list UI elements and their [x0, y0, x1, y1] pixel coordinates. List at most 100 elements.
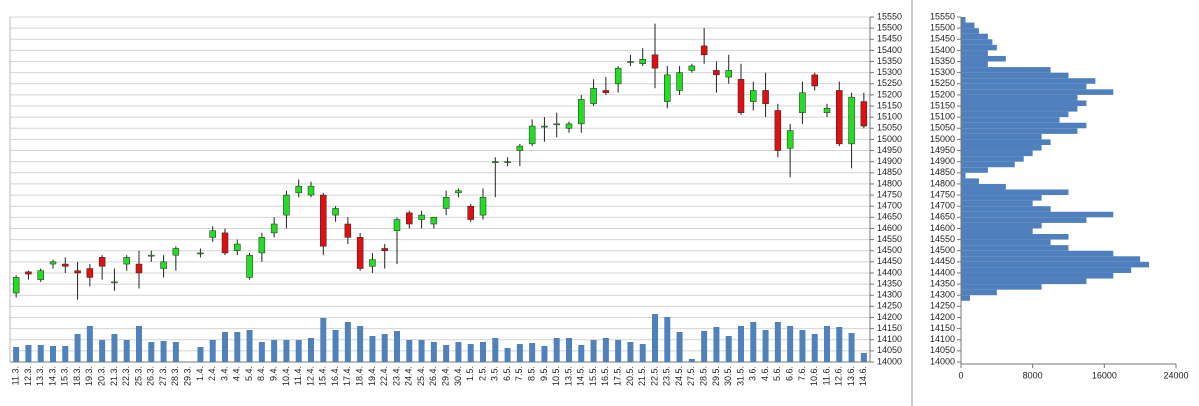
profile-bar: [961, 44, 997, 51]
x-tick-label: 15.3.: [60, 366, 70, 386]
y-tick-label: 15450: [877, 34, 902, 44]
x-tick-label: 11.3.: [11, 366, 21, 385]
candle-body: [369, 259, 376, 267]
y-tick-label: 15250: [930, 78, 955, 88]
volume-bar: [860, 353, 867, 362]
y-tick-label: 14000: [877, 356, 902, 366]
y-tick-label: 14800: [877, 178, 902, 188]
candle-body: [455, 190, 462, 194]
x-tick-label: 10.4.: [281, 366, 291, 386]
candle-body: [565, 123, 573, 129]
profile-bar: [961, 284, 1042, 290]
volume-bar: [553, 338, 560, 362]
profile-bar: [961, 295, 970, 301]
x-tick-label: 12.4.: [305, 366, 315, 386]
volume-bar: [369, 336, 376, 362]
y-tick-label: 14100: [877, 334, 902, 344]
y-tick-label: 14450: [930, 256, 955, 266]
y-tick-label: 14300: [930, 290, 955, 300]
y-tick-label: 14550: [930, 234, 955, 244]
y-tick-label: 14150: [877, 323, 902, 333]
volume-bar: [701, 331, 708, 362]
profile-bar: [961, 245, 1069, 251]
candle-body: [811, 74, 818, 87]
candle-body: [37, 270, 44, 280]
x-tick-label: 27.3.: [158, 366, 168, 386]
candle-body: [332, 208, 339, 216]
x-tick-label: 21.3.: [109, 366, 119, 386]
candle-body: [651, 54, 659, 69]
candle-body: [270, 223, 278, 234]
volume-bar: [406, 340, 413, 362]
volume-bar: [480, 342, 486, 362]
candle-body: [467, 205, 474, 220]
volume-bar: [209, 340, 216, 362]
volume-bar: [627, 342, 634, 362]
x-tick-label: 0: [958, 370, 963, 380]
x-tick-label: 24000: [1163, 370, 1188, 380]
profile-bar: [961, 133, 1042, 140]
volume-bar: [774, 322, 781, 362]
x-tick-label: 3.5.: [490, 366, 500, 381]
x-tick-label: 19.4.: [367, 366, 377, 386]
profile-bar: [961, 61, 988, 68]
volume-bar: [123, 340, 130, 362]
volume-bar: [62, 346, 69, 362]
profile-bar: [961, 28, 979, 34]
volume-bar: [824, 326, 830, 362]
y-tick-label: 14950: [877, 145, 902, 155]
x-tick-label: 21.5.: [637, 366, 647, 386]
candle-body: [418, 214, 425, 220]
candle-body: [860, 101, 868, 127]
y-tick-label: 15050: [877, 123, 902, 133]
y-tick-label: 15300: [930, 67, 955, 77]
candle-body: [823, 108, 831, 113]
x-tick-label: 3.6.: [748, 366, 758, 381]
x-tick-label: 11.4.: [293, 366, 303, 385]
y-tick-label: 14600: [877, 223, 902, 233]
volume-bar: [688, 359, 695, 362]
x-tick-label: 20.3.: [97, 366, 107, 386]
y-tick-label: 14600: [930, 223, 955, 233]
candle-body: [381, 248, 388, 251]
profile-bar: [961, 67, 1051, 73]
x-tick-label: 14.5.: [576, 366, 586, 386]
candle-body: [172, 248, 180, 256]
x-tick-label: 23.5.: [662, 366, 672, 386]
y-tick-label: 14950: [930, 145, 955, 155]
y-tick-label: 15500: [877, 23, 902, 33]
x-tick-label: 5.6.: [772, 366, 782, 381]
y-tick-label: 14500: [930, 245, 955, 255]
profile-bar: [961, 217, 1087, 223]
volume-bar: [811, 334, 818, 362]
volume-bar: [738, 326, 744, 362]
y-tick-label: 15350: [930, 56, 955, 66]
profile-bar: [961, 139, 1051, 145]
profile-bar: [961, 278, 1087, 285]
volume-bar: [381, 334, 388, 362]
y-tick-label: 14850: [930, 167, 955, 177]
y-tick-label: 15550: [930, 11, 955, 21]
candle-body: [541, 125, 548, 128]
volume-bar: [271, 340, 278, 362]
volume-bar: [430, 342, 437, 362]
x-tick-label: 23.4.: [391, 366, 401, 386]
y-tick-label: 15000: [930, 134, 955, 144]
candle-body: [344, 223, 352, 238]
candle-body: [786, 130, 794, 149]
x-tick-label: 28.5.: [699, 366, 709, 386]
volume-bar: [455, 342, 462, 362]
candle-body: [614, 67, 622, 85]
x-tick-label: 18.3.: [72, 366, 82, 386]
x-tick-label: 18.4.: [355, 366, 365, 386]
profile-bar: [961, 22, 975, 29]
profile-bar: [961, 178, 979, 184]
volume-bar: [295, 340, 302, 362]
x-tick-label: 15.4.: [318, 366, 328, 386]
candle-body: [197, 252, 204, 255]
volume-bar: [652, 314, 658, 362]
profile-bar: [961, 100, 1087, 107]
profile-bar: [961, 94, 1078, 101]
volume-bar: [590, 340, 597, 362]
